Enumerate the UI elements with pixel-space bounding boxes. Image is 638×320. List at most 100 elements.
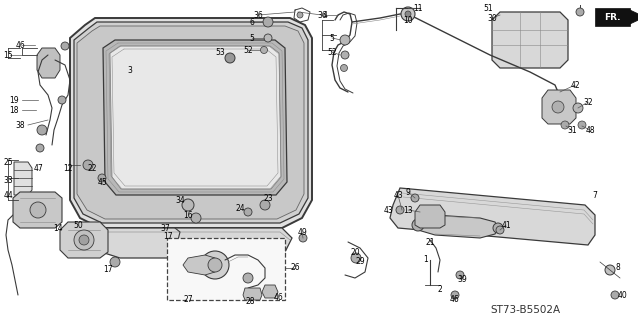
Text: 47: 47 <box>33 164 43 172</box>
Text: 30: 30 <box>487 13 497 22</box>
Text: 13: 13 <box>403 205 413 214</box>
Text: 17: 17 <box>103 266 113 275</box>
Circle shape <box>351 253 361 263</box>
Circle shape <box>411 194 419 202</box>
Text: 19: 19 <box>9 95 19 105</box>
Circle shape <box>573 103 583 113</box>
Text: 42: 42 <box>570 81 580 90</box>
Circle shape <box>396 206 404 214</box>
Circle shape <box>340 35 350 45</box>
Circle shape <box>493 223 503 233</box>
Polygon shape <box>262 285 278 298</box>
Polygon shape <box>13 192 62 228</box>
Text: 23: 23 <box>263 194 273 203</box>
Text: 50: 50 <box>73 220 83 229</box>
Text: 7: 7 <box>593 190 597 199</box>
Circle shape <box>208 258 222 272</box>
Circle shape <box>83 160 93 170</box>
Text: 26: 26 <box>290 263 300 273</box>
Text: 4: 4 <box>323 11 327 20</box>
Text: 46: 46 <box>15 41 25 50</box>
Text: 44: 44 <box>3 190 13 199</box>
Text: 32: 32 <box>583 98 593 107</box>
Polygon shape <box>183 255 215 275</box>
Circle shape <box>496 226 504 234</box>
Circle shape <box>299 234 307 242</box>
Text: 25: 25 <box>3 157 13 166</box>
Circle shape <box>456 271 464 279</box>
Polygon shape <box>418 215 498 238</box>
Text: 24: 24 <box>235 204 245 212</box>
Text: 18: 18 <box>9 106 19 115</box>
Polygon shape <box>37 48 60 78</box>
Circle shape <box>225 53 235 63</box>
Circle shape <box>98 174 106 182</box>
Text: 52: 52 <box>327 47 337 57</box>
Text: 33: 33 <box>3 175 13 185</box>
Text: 16: 16 <box>183 211 193 220</box>
Polygon shape <box>492 12 568 68</box>
Text: 43: 43 <box>393 190 403 199</box>
Circle shape <box>61 42 69 50</box>
Text: 51: 51 <box>483 4 493 12</box>
Text: 36: 36 <box>253 11 263 20</box>
Text: 41: 41 <box>501 220 511 229</box>
Text: 8: 8 <box>616 263 620 273</box>
Circle shape <box>451 291 459 299</box>
Text: 28: 28 <box>245 298 255 307</box>
Text: 21: 21 <box>426 237 434 246</box>
Text: 29: 29 <box>355 258 365 267</box>
Text: 40: 40 <box>617 291 627 300</box>
Circle shape <box>401 7 415 21</box>
Polygon shape <box>74 22 308 223</box>
Polygon shape <box>70 18 312 228</box>
Text: 34: 34 <box>175 196 185 204</box>
Circle shape <box>244 208 252 216</box>
Circle shape <box>576 8 584 16</box>
Circle shape <box>611 291 619 299</box>
Circle shape <box>412 219 424 231</box>
Circle shape <box>264 34 272 42</box>
Circle shape <box>341 65 348 71</box>
Text: 43: 43 <box>383 205 393 214</box>
Circle shape <box>260 200 270 210</box>
Text: 2: 2 <box>438 285 442 294</box>
Circle shape <box>552 101 564 113</box>
Text: 39: 39 <box>457 276 467 284</box>
Text: 27: 27 <box>183 295 193 305</box>
Text: 1: 1 <box>424 255 428 265</box>
Circle shape <box>110 257 120 267</box>
Text: 12: 12 <box>63 164 73 172</box>
Text: 11: 11 <box>413 4 423 12</box>
Polygon shape <box>542 90 576 124</box>
Polygon shape <box>243 288 262 300</box>
Circle shape <box>405 11 411 17</box>
Polygon shape <box>14 162 32 195</box>
Circle shape <box>341 51 349 59</box>
Circle shape <box>243 273 253 283</box>
Circle shape <box>297 12 303 18</box>
Text: 5: 5 <box>249 34 255 43</box>
Text: 10: 10 <box>403 15 413 25</box>
Text: 15: 15 <box>3 51 13 60</box>
Circle shape <box>561 121 569 129</box>
Circle shape <box>37 125 47 135</box>
Circle shape <box>191 213 201 223</box>
Text: 20: 20 <box>350 247 360 257</box>
Polygon shape <box>110 46 281 189</box>
Text: 48: 48 <box>585 125 595 134</box>
Text: 22: 22 <box>87 164 97 172</box>
Polygon shape <box>77 26 304 219</box>
Text: 6: 6 <box>249 18 255 27</box>
Text: 49: 49 <box>297 228 307 236</box>
Circle shape <box>79 235 89 245</box>
Text: 46: 46 <box>450 295 460 305</box>
Text: 46: 46 <box>273 293 283 302</box>
Circle shape <box>201 251 229 279</box>
Polygon shape <box>88 228 292 258</box>
Text: 17: 17 <box>163 231 173 241</box>
Circle shape <box>605 265 615 275</box>
Polygon shape <box>103 40 287 195</box>
Text: 38: 38 <box>15 121 25 130</box>
Circle shape <box>182 199 194 211</box>
